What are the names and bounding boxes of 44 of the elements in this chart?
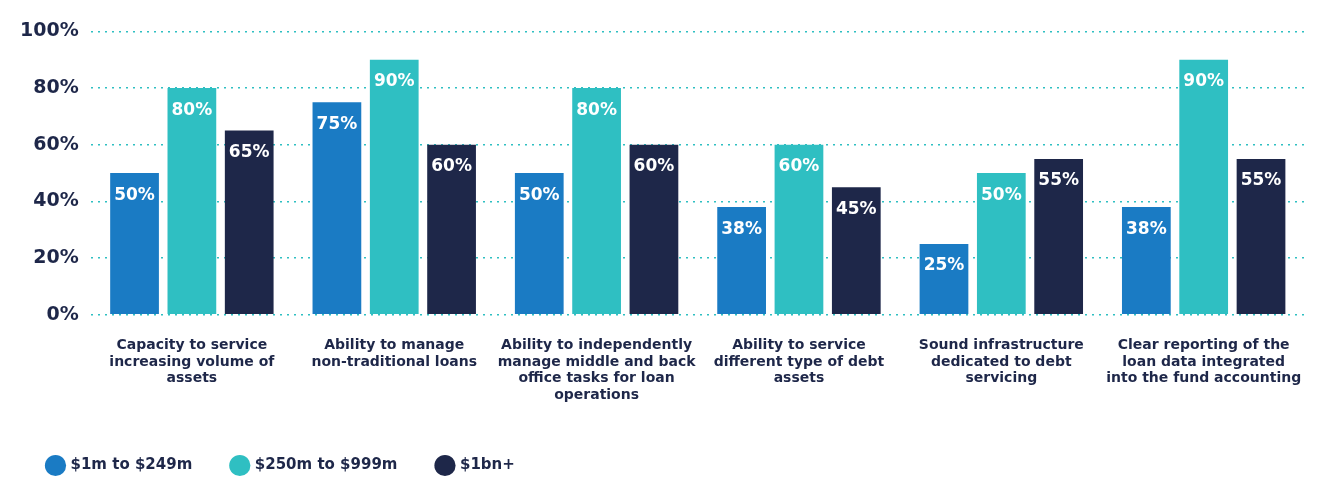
data-label: 50% [114, 183, 155, 204]
bar [1121, 207, 1171, 315]
data-label: 90% [373, 70, 415, 91]
x-tick-label: Ability to manage non-traditional loans [311, 335, 478, 369]
bar [717, 207, 766, 315]
x-tick-label: Sound infrastructure dedicated to debt servicing [918, 335, 1084, 386]
data-label: 45% [835, 197, 877, 218]
bar [514, 173, 564, 315]
x-tick-label: Ability to service different type of debt assets [713, 335, 885, 386]
data-label: 55% [1038, 169, 1080, 190]
bar [831, 187, 881, 315]
bar [110, 173, 159, 315]
data-label: 60% [431, 155, 472, 176]
legend-label: $1m to $249m [70, 455, 193, 474]
y-tick-label: 20% [33, 245, 79, 268]
data-label: 25% [923, 254, 965, 275]
data-label: 50% [980, 183, 1022, 204]
bar [224, 130, 274, 315]
y-tick-label: 40% [33, 188, 79, 211]
y-tick-label: 0% [46, 301, 79, 324]
data-label: 55% [1240, 169, 1282, 190]
data-label: 38% [1125, 217, 1167, 238]
data-label: 65% [228, 141, 270, 162]
bar [1236, 158, 1286, 315]
legend-label: $1bn+ [459, 455, 515, 474]
y-tick-label: 80% [33, 75, 79, 98]
data-label: 50% [518, 183, 560, 204]
y-tick-label: 100% [19, 18, 79, 41]
x-tick-label: Clear reporting of the loan data integrated into the fund accounting [1106, 335, 1302, 386]
data-label: 60% [633, 155, 675, 176]
x-tick-label: Capacity to service increasing volume of assets [109, 335, 276, 386]
data-label: 60% [778, 155, 820, 176]
data-label: 80% [171, 98, 213, 119]
bar [312, 102, 362, 315]
bar [427, 144, 476, 315]
legend-label: $250m to $999m [254, 455, 398, 474]
data-label: 80% [576, 98, 617, 119]
bar [629, 144, 679, 315]
data-label: 38% [721, 217, 762, 238]
y-tick-label: 60% [33, 131, 79, 154]
bar [1034, 158, 1084, 315]
x-tick-label: Ability to independently manage middle and back office tasks for loan operations [497, 335, 697, 403]
data-label: 75% [316, 112, 358, 133]
data-label: 90% [1183, 70, 1225, 91]
